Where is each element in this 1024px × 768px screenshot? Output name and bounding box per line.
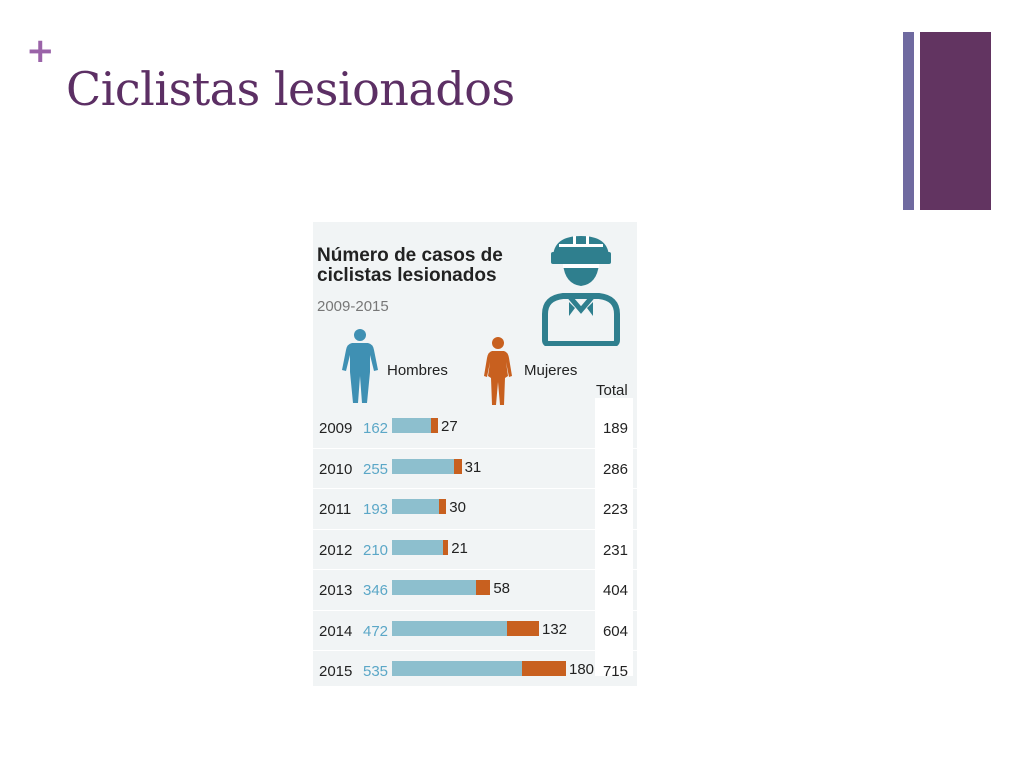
mujeres-bar (506, 620, 539, 636)
plus-sign: + (26, 31, 55, 71)
year-label: 2014 (319, 622, 353, 640)
hombres-value-label: 535 (363, 663, 389, 680)
decor-bar-wide (920, 32, 991, 210)
chart-row-2012: 2012 210 21 231 (313, 530, 637, 570)
chart-row-2011: 2011 193 30 223 (313, 489, 637, 530)
cyclist-avatar-icon (542, 236, 620, 346)
year-label: 2012 (319, 541, 353, 559)
hombres-value-label: 162 (363, 420, 389, 437)
chart-row-2014: 2014 472 132 604 (313, 611, 637, 651)
hombres-value-label: 255 (363, 460, 389, 478)
legend-mujeres: Mujeres (524, 362, 578, 379)
chart-title: Número de casos de ciclistas lesionados (317, 246, 537, 286)
hombres-bar (392, 620, 507, 636)
mujeres-value-label: 180 (569, 661, 595, 678)
chart-row-2015: 2015 535 180 715 (313, 651, 637, 692)
year-label: 2010 (319, 460, 353, 478)
hombres-bar (392, 499, 439, 514)
mujeres-value-label: 30 (449, 499, 466, 516)
chart-row-2009: 2009 162 27 189 (313, 408, 637, 449)
mujeres-value-label: 132 (541, 620, 568, 638)
legend-hombres: Hombres (387, 362, 448, 379)
chart-title-line-1: Número de casos de (317, 245, 503, 266)
mujeres-bar (476, 580, 491, 595)
woman-silhouette-icon (484, 337, 512, 405)
mujeres-bar (431, 418, 438, 433)
hombres-bar (392, 418, 432, 433)
hombres-value-label: 210 (363, 541, 389, 559)
total-value-label: 231 (602, 541, 628, 559)
year-label: 2013 (319, 582, 353, 599)
year-label: 2011 (319, 501, 352, 518)
total-column-bg (595, 398, 633, 676)
mujeres-bar (454, 458, 462, 474)
chart-subtitle: 2009-2015 (317, 298, 389, 315)
hombres-value-label: 472 (363, 622, 389, 640)
total-value-label: 286 (602, 460, 628, 478)
hombres-bar (392, 539, 444, 555)
mujeres-value-label: 21 (451, 539, 468, 557)
mujeres-value-label: 31 (464, 458, 482, 476)
mujeres-value-label: 27 (440, 418, 458, 435)
hombres-value-label: 346 (363, 582, 389, 599)
total-value-label: 223 (602, 501, 628, 518)
total-value-label: 715 (602, 663, 628, 680)
chart-row-2010: 2010 255 31 286 (313, 449, 637, 489)
chart-title-line-2: ciclistas lesionados (317, 265, 497, 286)
year-label: 2009 (319, 420, 353, 437)
year-label: 2015 (319, 663, 353, 680)
hombres-bar (392, 458, 455, 474)
chart-rows: 2009 162 27 189 2010 255 31 286 2011 193 30 223 2012… (313, 408, 637, 692)
decor-bar-thin (903, 32, 914, 210)
hombres-bar (392, 661, 523, 676)
mujeres-value-label: 58 (493, 580, 510, 597)
chart-row-2013: 2013 346 58 404 (313, 570, 637, 611)
hombres-bar (392, 580, 477, 595)
infographic: Número de casos de ciclistas lesionados … (313, 222, 637, 692)
total-header: Total (596, 382, 628, 399)
mujeres-bar (443, 539, 449, 555)
hombres-value-label: 193 (363, 501, 389, 518)
mujeres-bar (438, 499, 447, 514)
total-value-label: 189 (602, 420, 628, 437)
mujeres-bar (522, 661, 566, 676)
man-silhouette-icon (342, 329, 378, 403)
total-value-label: 604 (602, 622, 628, 640)
slide-title: Ciclistas lesionados (66, 62, 515, 116)
total-value-label: 404 (602, 582, 628, 599)
